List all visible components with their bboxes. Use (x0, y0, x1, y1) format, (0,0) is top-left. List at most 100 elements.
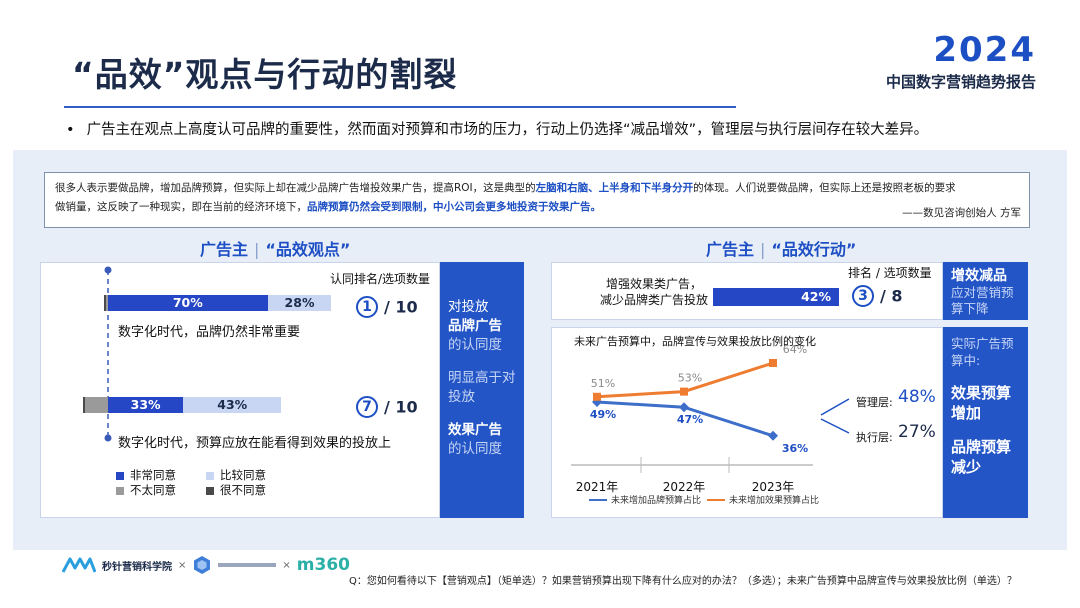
footer-question: Q：您如何看待以下【营销观点】（矩单选）？如果营销预算出现下降有什么应对的办法？… (349, 576, 1017, 587)
series-point (593, 392, 601, 401)
insight-text: 对投放 (448, 299, 489, 315)
quote-text: 的体现。人们说要做品牌，但实际上还是按照老板的要求 (693, 182, 956, 194)
data-label: 47% (677, 413, 703, 426)
legend-disagree: 不太同意 (116, 482, 176, 498)
opinion-bar-segment (104, 295, 106, 311)
section-sep: | (254, 240, 260, 259)
data-label: 49% (590, 408, 616, 421)
legend-swatch (116, 486, 124, 495)
legend-strong-agree: 非常同意 (116, 467, 176, 483)
times-sign: × (178, 559, 187, 571)
brand-subtitle: 中国数字营销趋势报告 (885, 73, 1036, 91)
quote-box: 很多人表示要做品牌，增加品牌预算，但实际上却在减少品牌广告增投效果广告，提高RO… (44, 172, 1030, 228)
brand-year: 2024 (933, 30, 1036, 70)
legend-agree: 比较同意 (206, 467, 266, 483)
data-label: 36% (782, 442, 808, 455)
action-rank: 3 / 8 (852, 285, 903, 307)
summary-bullet: • 广告主在观点上高度认可品牌的重要性，然而面对预算和市场的压力，行动上仍选择“减… (66, 118, 928, 139)
title-divider (64, 106, 736, 108)
miaozhen-logo-icon (62, 557, 96, 573)
legend-swatch (206, 486, 214, 495)
opinion-bar-segment (85, 397, 108, 413)
rank-total: / 10 (384, 297, 418, 317)
section-title-a: 广告主 (706, 240, 755, 259)
opinion-bar-segment: 43% (183, 397, 282, 413)
rank-7: 7 / 10 (356, 396, 418, 418)
opinion-bar-segment: 28% (267, 295, 332, 311)
data-label: 51% (591, 377, 615, 390)
section-title-b: “品效行动” (771, 240, 857, 259)
quote-text: 很多人表示要做品牌，增加品牌预算，但实际上却在减少品牌广告增投效果广告，提高RO… (55, 182, 536, 194)
insight-emphasis: 增加 (951, 404, 982, 422)
bullet-dot-icon: • (66, 122, 75, 138)
left-section-title: 广告主 | “品效观点” (200, 236, 350, 260)
opinion-bar-segment: 70% (108, 295, 268, 311)
opinion-bar-segment (106, 295, 108, 311)
insight-text: 投放 (448, 389, 475, 405)
logo-text: 秒针营销科学院 (102, 561, 172, 573)
right-section-title: 广告主 | “品效行动” (706, 236, 856, 260)
legend-swatch (116, 471, 124, 480)
insight-text: 算中: (951, 353, 981, 368)
rank-circle: 7 (356, 396, 378, 418)
quote-highlight: 品牌预算仍然会受到限制，中小公司会更多地投资于效果广告。 (307, 201, 601, 213)
insight-emphasis: 效果预算 (951, 384, 1012, 402)
x-tick-label: 2022年 (663, 480, 706, 494)
mgmt-connector (820, 398, 850, 416)
exec-label: 执行层: (856, 431, 893, 444)
axis-bottom-dot-icon (104, 434, 112, 442)
action-bar: 42% (713, 288, 839, 306)
rank-circle: 3 (852, 285, 874, 307)
right-column-head: 排名 / 选项数量 (848, 266, 932, 280)
footer-logos: 秒针营销科学院 × × m360 (62, 552, 350, 578)
summary-text: 广告主在观点上高度认可品牌的重要性，然而面对预算和市场的压力，行动上仍选择“减品… (86, 122, 929, 138)
legend-label: 未来增加品牌预算占比 (611, 494, 701, 506)
quote-author: ——数见咨询创始人 方军 (902, 207, 1021, 219)
statement-2: 数字化时代，预算应放在能看得到效果的投放上 (118, 436, 392, 451)
rank-1: 1 / 10 (356, 296, 418, 318)
insight-text: 的认同度 (448, 337, 502, 353)
trend-chart-title: 未来广告预算中，品牌宣传与效果投放比例的变化 (574, 335, 816, 348)
section-title-b: “品效观点” (265, 240, 351, 259)
insight-text: 的认同度 (448, 441, 502, 457)
data-label: 64% (783, 343, 807, 356)
insight-text: 明显高于对 (448, 370, 516, 386)
series-point (768, 430, 778, 441)
legend-label: 很不同意 (220, 483, 266, 497)
times-sign: × (282, 559, 291, 571)
left-column-head: 认同排名/选项数量 (330, 272, 431, 286)
quote-line-1: 很多人表示要做品牌，增加品牌预算，但实际上却在减少品牌广告增投效果广告，提高RO… (55, 179, 1019, 198)
rank-total: / 10 (384, 397, 418, 417)
legend-label: 不太同意 (130, 483, 176, 497)
legend-label: 未来增加效果预算占比 (729, 494, 819, 506)
action-insight-panel: 增效减品 应对营销预 算下降 (943, 262, 1028, 320)
statement-1: 数字化时代，品牌仍然非常重要 (118, 325, 301, 340)
legend-label: 非常同意 (130, 468, 176, 482)
mgmt-label: 管理层: (856, 396, 893, 409)
insight-text: 算下降 (951, 301, 989, 316)
legend-label: 比较同意 (220, 468, 266, 482)
insight-text: 实际广告预 (951, 336, 1014, 351)
section-title-a: 广告主 (200, 240, 249, 259)
series-point (680, 387, 688, 396)
partner-logo-icon (194, 556, 211, 574)
exec-value: 27% (898, 422, 936, 442)
legend-swatch (206, 471, 214, 480)
budget-trend-box (551, 327, 943, 518)
quote-highlight: 左脑和右脑、上半身和下半身分开 (535, 182, 694, 194)
budget-insight-panel: 实际广告预 算中: 效果预算 增加 品牌预算 减少 (943, 327, 1028, 518)
rank-circle: 1 (356, 296, 378, 318)
rank-total: / 8 (880, 286, 903, 306)
legend-strongly-disagree: 很不同意 (206, 482, 266, 498)
insight-emphasis: 增效减品 (951, 268, 1007, 284)
series-point (769, 359, 777, 367)
m360-logo: m360 (296, 555, 350, 575)
opinion-insight-panel: 对投放 品牌广告 的认同度 明显高于对 投放 效果广告 的认同度 (440, 262, 524, 518)
page-title: “品效”观点与行动的割裂 (72, 55, 458, 94)
mgmt-value: 48% (898, 387, 936, 407)
insight-text: 应对营销预 (951, 285, 1014, 300)
action-label-line: 减少品牌类广告投放 (599, 293, 708, 307)
axis-top-dot-icon (104, 266, 112, 274)
partner-wordmark-icon (218, 563, 277, 567)
section-sep: | (760, 240, 766, 259)
